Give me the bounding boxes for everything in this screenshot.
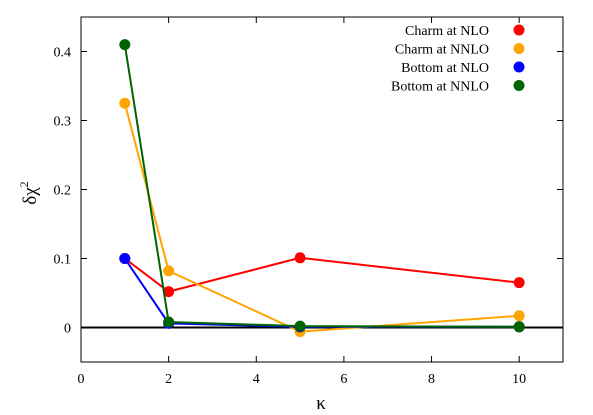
- series-charm-at-nnlo: [119, 97, 525, 338]
- x-tick-label: 0: [78, 372, 85, 387]
- series-line: [124, 256, 520, 293]
- legend-label: Charm at NNLO: [395, 43, 489, 58]
- data-point: [294, 320, 306, 332]
- series-charm-at-nlo: [119, 252, 525, 298]
- data-point: [163, 316, 175, 328]
- y-tick-label: 0.2: [54, 184, 72, 199]
- legend-label: Bottom at NNLO: [391, 80, 489, 95]
- legend-label: Charm at NLO: [405, 24, 489, 39]
- x-tick-label: 4: [253, 372, 260, 387]
- data-point: [119, 97, 131, 109]
- y-tick-label: 0.4: [54, 46, 72, 61]
- data-point: [294, 252, 306, 264]
- x-axis-label: κ: [316, 393, 326, 414]
- x-tick-label: 6: [340, 372, 347, 387]
- legend-marker: [513, 24, 525, 36]
- x-tick-label: 10: [512, 372, 526, 387]
- legend-label: Bottom at NLO: [401, 61, 489, 76]
- x-tick-label: 2: [165, 372, 172, 387]
- data-point: [163, 286, 175, 298]
- series-line: [123, 257, 520, 328]
- y-tick-label: 0.3: [54, 115, 72, 130]
- plot-frame: [80, 16, 564, 363]
- legend-marker: [513, 80, 525, 91]
- series-line: [123, 44, 520, 328]
- data-point: [119, 253, 131, 264]
- y-axis-label-superscript: 2: [17, 181, 31, 187]
- data-point: [119, 39, 131, 51]
- data-point: [513, 321, 525, 333]
- y-axis-label: δχ: [20, 187, 41, 205]
- legend-marker: [513, 61, 525, 73]
- axes: 0 2 4 6 8 10 0 0.1 0.2 0.3 0.4: [54, 16, 564, 387]
- series-layer: [119, 39, 525, 338]
- data-point: [513, 310, 525, 322]
- svg-text:δχ2: δχ2: [17, 181, 41, 204]
- legend-marker: [513, 43, 525, 54]
- legend: Charm at NLO Charm at NNLO Bottom at NLO Bo…: [391, 24, 525, 95]
- data-point: [163, 265, 175, 277]
- x-tick-label: 8: [428, 372, 435, 387]
- y-tick-label: 0: [64, 322, 71, 337]
- series-bottom-at-nnlo: [119, 39, 525, 333]
- y-axis-label-group: δχ2: [17, 181, 41, 204]
- y-tick-label: 0.1: [54, 253, 72, 268]
- series-line: [123, 102, 520, 333]
- data-point: [513, 277, 525, 289]
